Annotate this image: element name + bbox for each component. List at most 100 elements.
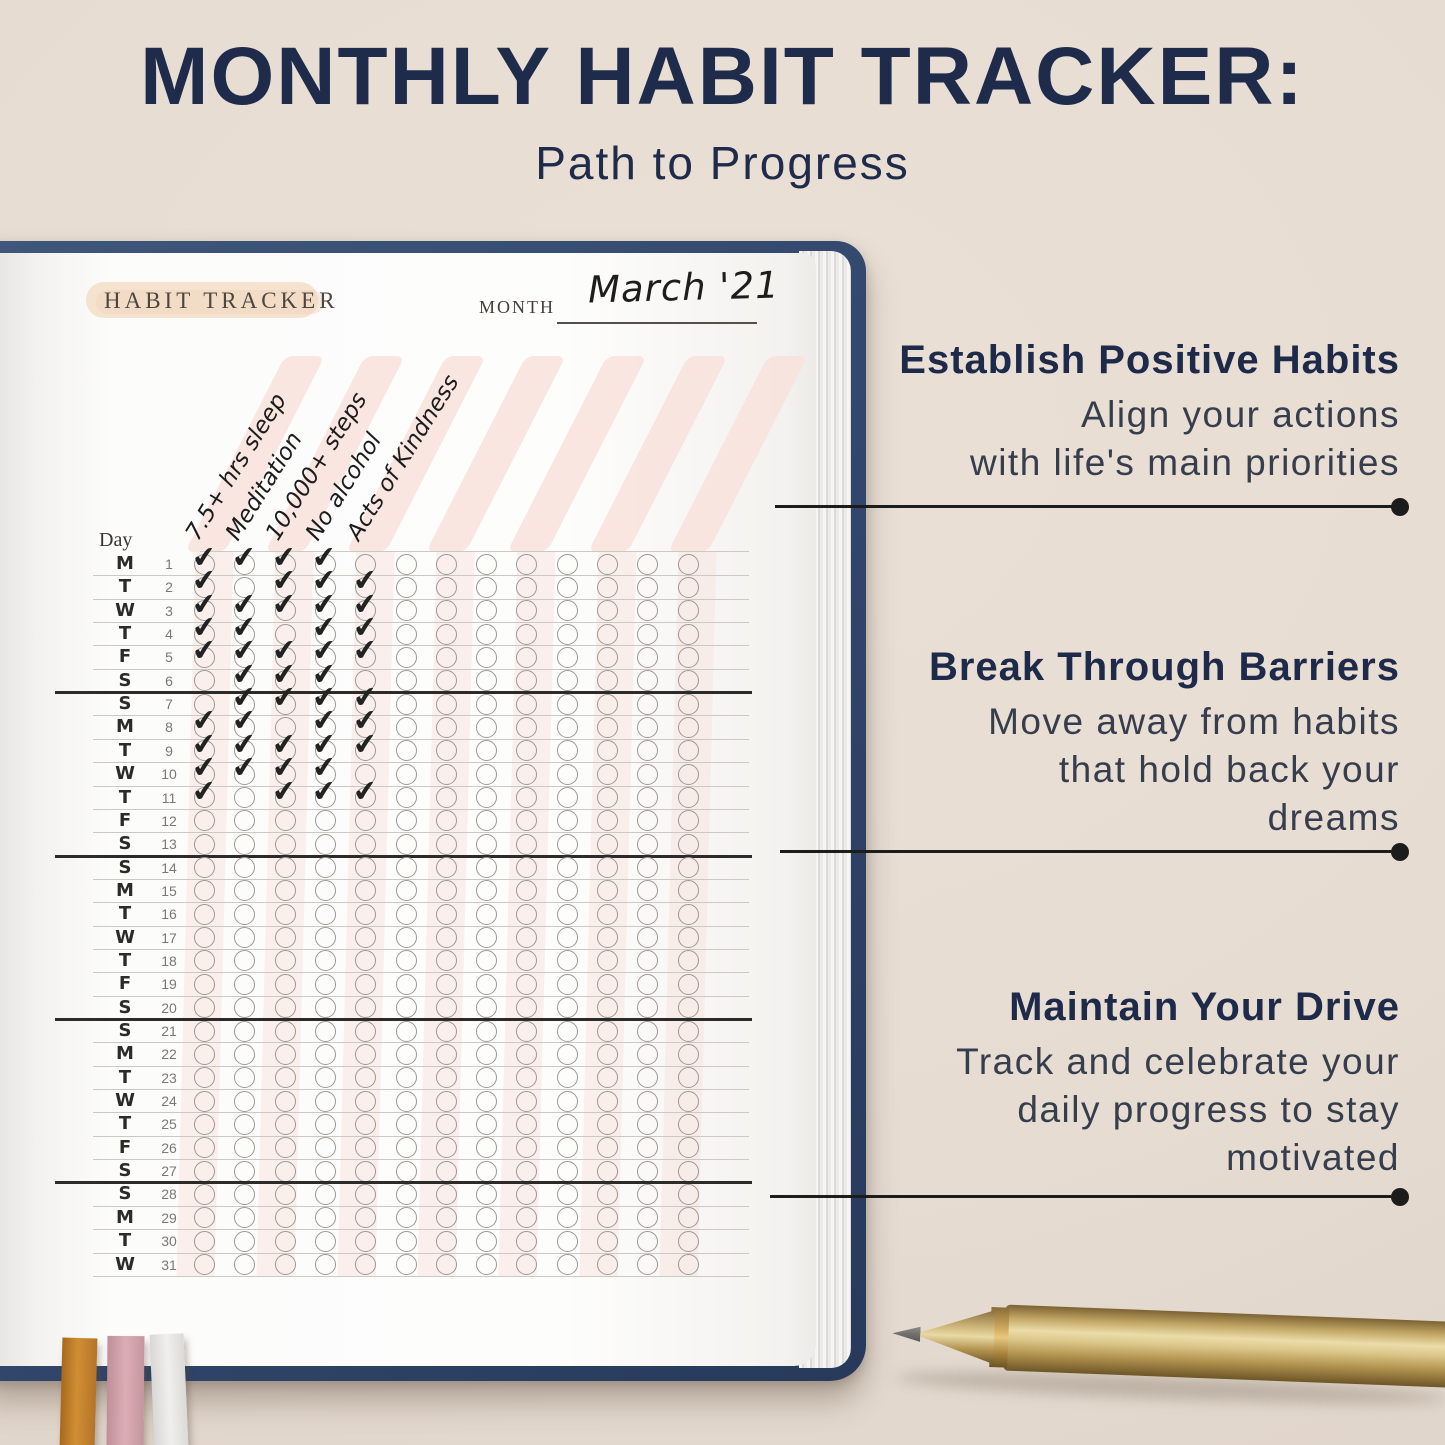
habit-circle [314, 1113, 336, 1135]
habit-circle [637, 997, 659, 1019]
habit-circle [395, 1137, 417, 1159]
habit-circle [677, 1137, 699, 1159]
habit-circle [355, 600, 377, 622]
habit-check: ✔ [350, 772, 379, 809]
habit-circle [637, 763, 659, 785]
habit-circle [274, 1043, 296, 1065]
habit-circle [194, 693, 215, 715]
annotation-block: Maintain Your Drive Track and celebrate y… [956, 985, 1400, 1182]
row-line [93, 1159, 749, 1161]
habit-circle [556, 1183, 578, 1205]
habit-circle [194, 1067, 215, 1089]
day-num: 11 [161, 789, 177, 806]
habit-check: ✔ [189, 772, 218, 809]
habit-circle [395, 1160, 417, 1182]
habit-circle [234, 1160, 256, 1182]
habit-circle [355, 810, 377, 832]
habit-circle [516, 716, 538, 738]
habit-circle [516, 997, 538, 1019]
day-num: 8 [165, 719, 173, 736]
habit-circle [476, 950, 498, 972]
habit-circle [355, 1254, 377, 1275]
day-letter: S [118, 996, 132, 1018]
day-num: 20 [161, 999, 177, 1016]
habit-circle [435, 1020, 457, 1042]
habit-circle [274, 646, 296, 668]
habit-circle [395, 903, 417, 925]
habit-circle [597, 646, 618, 668]
row-line [93, 1229, 749, 1231]
habit-circle [637, 623, 659, 645]
habit-circle [556, 1207, 578, 1229]
habit-circle [556, 670, 578, 692]
habit-circle [516, 810, 538, 832]
habit-circle [274, 623, 296, 645]
day-num: 19 [161, 976, 177, 993]
habit-circle [234, 857, 256, 879]
habit-check: ✔ [270, 772, 299, 809]
habit-circle [516, 576, 538, 598]
habit-circle [637, 693, 659, 715]
habit-circle [194, 1207, 215, 1229]
day-letter: W [115, 926, 135, 948]
habit-circle [677, 1067, 699, 1089]
habit-circle [274, 1183, 296, 1205]
habit-circle [597, 1137, 618, 1159]
habit-circle [274, 1113, 296, 1135]
habit-circle [476, 576, 498, 598]
habit-circle [314, 1137, 336, 1159]
habit-circle [435, 623, 457, 645]
row-line [93, 1112, 749, 1114]
habit-circle [435, 1043, 457, 1065]
habit-circle [194, 927, 215, 949]
row-line [93, 1042, 749, 1044]
habit-circle [597, 927, 618, 949]
habit-circle [637, 833, 659, 855]
row-line [93, 668, 749, 670]
habit-circle [556, 1113, 578, 1135]
habit-circle [234, 553, 256, 575]
annotation-body-line: Track and celebrate your [956, 1041, 1400, 1082]
habit-circle [637, 1020, 659, 1042]
habit-circle [274, 670, 296, 692]
habit-circle [234, 1043, 256, 1065]
habit-circle [516, 880, 538, 902]
habit-circle [637, 880, 659, 902]
habit-circle [194, 997, 215, 1019]
habit-circle [677, 716, 699, 738]
habit-circle [194, 1113, 215, 1135]
habit-circle [194, 716, 215, 738]
row-line [93, 575, 749, 577]
habit-circle [395, 623, 417, 645]
habit-circle [556, 903, 578, 925]
day-letter: S [118, 693, 132, 715]
habit-circle [556, 763, 578, 785]
habit-circle [194, 973, 215, 995]
habit-circle [435, 927, 457, 949]
day-letter: S [118, 669, 132, 691]
row-line [93, 1252, 749, 1254]
habit-circle [597, 600, 618, 622]
day-letter: W [115, 599, 135, 621]
habit-circle [314, 880, 336, 902]
habit-circle [637, 1043, 659, 1065]
day-letter: F [118, 646, 132, 668]
habit-circle [597, 716, 618, 738]
habit-circle [274, 787, 296, 808]
page-title: MONTHLY HABIT TRACKER: [140, 31, 1305, 122]
habit-circle [556, 740, 578, 762]
month-label: MONTH [479, 297, 555, 317]
habit-circle [677, 1043, 699, 1065]
day-num: 29 [161, 1209, 177, 1226]
habit-circle [516, 927, 538, 949]
habit-circle [476, 810, 498, 832]
habit-circle [274, 1254, 296, 1275]
habit-circle [516, 1090, 538, 1112]
habit-circle [597, 857, 618, 879]
habit-circle [476, 1090, 498, 1112]
habit-circle [395, 997, 417, 1019]
habit-circle [395, 1230, 417, 1252]
row-line [93, 995, 749, 997]
